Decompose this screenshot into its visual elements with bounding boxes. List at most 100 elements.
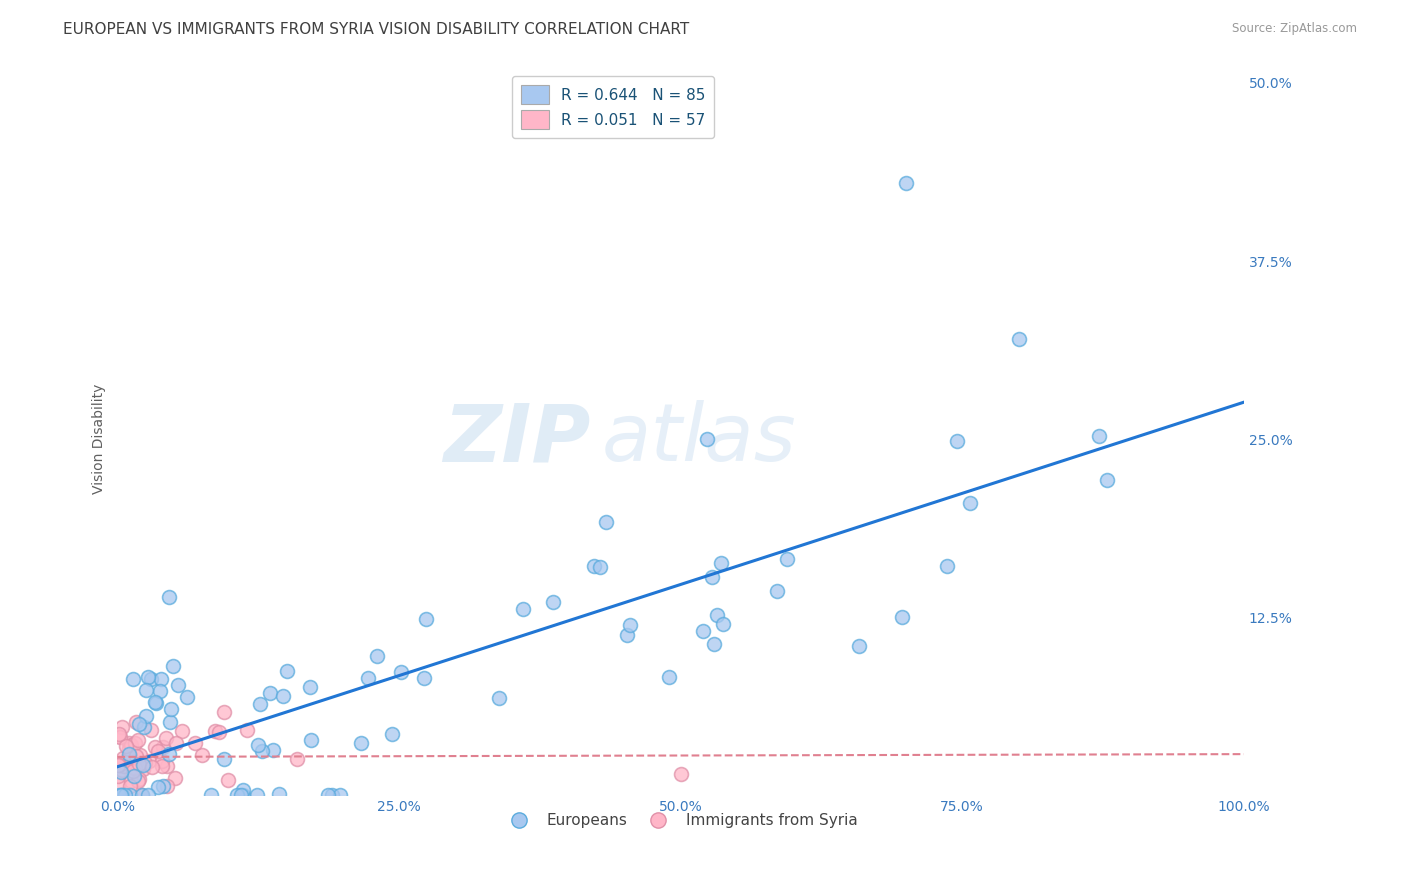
Point [148,744,170,758]
Point [120,789,142,803]
Point [412,671,434,685]
Point [349,736,371,750]
Point [710,556,733,570]
Point [152,739,174,754]
Point [1007,333,1029,347]
Point [132,758,155,772]
Point [107,769,129,783]
Point [108,789,131,803]
Point [246,738,269,752]
Point [141,760,163,774]
Point [107,758,129,772]
Point [148,780,170,794]
Point [122,769,145,783]
Point [155,731,177,746]
Point [1087,429,1109,443]
Point [212,705,235,719]
Legend: Europeans, Immigrants from Syria: Europeans, Immigrants from Syria [498,807,863,834]
Y-axis label: Vision Disability: Vision Disability [93,384,107,494]
Point [128,747,150,762]
Point [212,751,235,765]
Point [120,739,142,753]
Point [141,672,163,686]
Point [111,789,134,803]
Point [112,759,135,773]
Point [125,714,148,729]
Point [107,729,129,743]
Point [131,789,153,803]
Point [946,434,969,448]
Point [150,754,173,768]
Point [658,670,681,684]
Point [176,690,198,705]
Point [250,744,273,758]
Point [125,749,148,764]
Point [776,552,799,566]
Point [848,639,870,653]
Point [167,678,190,692]
Text: Source: ZipAtlas.com: Source: ZipAtlas.com [1232,22,1357,36]
Point [107,756,129,771]
Point [124,761,146,775]
Point [136,789,159,803]
Point [117,751,139,765]
Point [488,691,510,706]
Point [232,789,254,803]
Point [122,764,145,778]
Point [139,723,162,738]
Point [118,747,141,762]
Point [299,733,322,747]
Text: EUROPEAN VS IMMIGRANTS FROM SYRIA VISION DISABILITY CORRELATION CHART: EUROPEAN VS IMMIGRANTS FROM SYRIA VISION… [63,22,689,37]
Point [619,617,641,632]
Point [1097,473,1119,487]
Point [329,789,352,803]
Point [267,787,290,801]
Point [616,628,638,642]
Point [163,771,186,785]
Point [156,758,179,772]
Point [165,736,187,750]
Point [118,742,141,756]
Point [120,773,142,788]
Point [110,764,132,779]
Point [108,727,131,741]
Point [127,733,149,747]
Point [692,624,714,638]
Point [118,749,141,764]
Text: atlas: atlas [602,401,797,478]
Point [156,780,179,794]
Point [131,789,153,803]
Point [381,727,404,741]
Point [891,610,914,624]
Point [389,665,412,679]
Point [357,671,380,685]
Point [246,789,269,803]
Point [132,720,155,734]
Point [162,659,184,673]
Point [114,789,136,803]
Point [118,736,141,750]
Point [204,723,226,738]
Point [299,680,322,694]
Point [703,637,725,651]
Point [118,779,141,793]
Point [765,584,787,599]
Point [145,696,167,710]
Point [134,756,156,770]
Point [143,740,166,755]
Point [121,672,143,686]
Point [152,780,174,794]
Point [128,756,150,771]
Point [894,176,917,190]
Point [200,789,222,803]
Point [262,743,284,757]
Point [135,682,157,697]
Point [135,709,157,723]
Point [143,695,166,709]
Point [149,684,172,698]
Point [111,789,134,803]
Point [110,730,132,744]
Point [218,772,240,787]
Point [259,686,281,700]
Point [150,759,173,773]
